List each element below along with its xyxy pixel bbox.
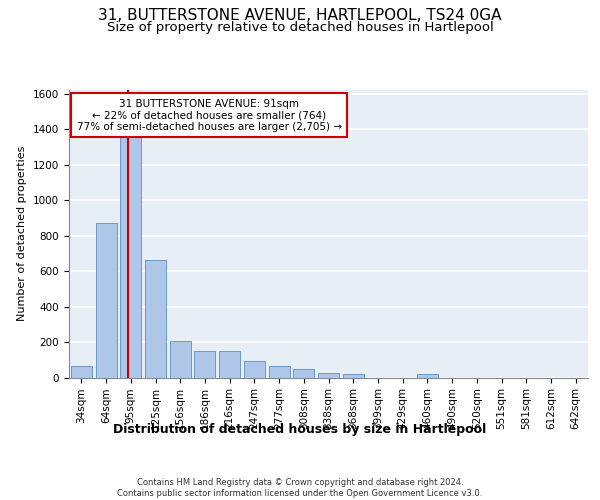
Text: Contains HM Land Registry data © Crown copyright and database right 2024.
Contai: Contains HM Land Registry data © Crown c… [118, 478, 482, 498]
Bar [219, 351, 240, 378]
Bar [244, 360, 265, 378]
Bar [120, 136, 141, 378]
Text: Distribution of detached houses by size in Hartlepool: Distribution of detached houses by size … [113, 422, 487, 436]
Bar [71, 366, 92, 378]
Text: Size of property relative to detached houses in Hartlepool: Size of property relative to detached ho… [107, 21, 493, 34]
Bar [343, 374, 364, 378]
Bar [318, 372, 339, 378]
Bar [269, 366, 290, 378]
Text: 31 BUTTERSTONE AVENUE: 91sqm
← 22% of detached houses are smaller (764)
77% of s: 31 BUTTERSTONE AVENUE: 91sqm ← 22% of de… [77, 98, 341, 132]
Y-axis label: Number of detached properties: Number of detached properties [17, 146, 28, 322]
Bar [170, 341, 191, 378]
Bar [95, 223, 116, 378]
Bar [194, 351, 215, 378]
Bar [417, 374, 438, 378]
Bar [293, 368, 314, 378]
Bar [145, 260, 166, 378]
Text: 31, BUTTERSTONE AVENUE, HARTLEPOOL, TS24 0GA: 31, BUTTERSTONE AVENUE, HARTLEPOOL, TS24… [98, 8, 502, 22]
